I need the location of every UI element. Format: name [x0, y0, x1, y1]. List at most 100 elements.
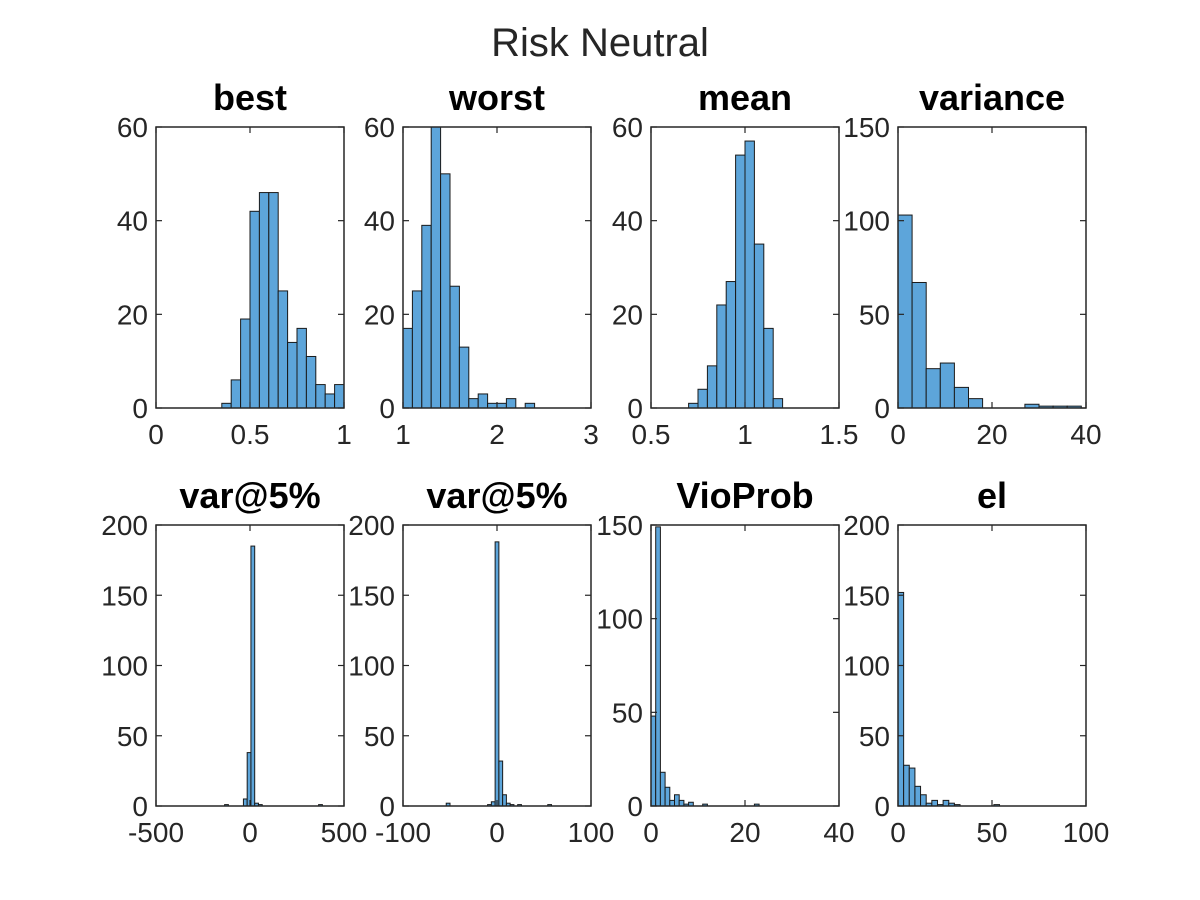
histogram-bar	[477, 393, 489, 409]
x-tick-label: 20	[976, 419, 1007, 450]
histogram-bar	[931, 799, 938, 807]
y-tick-label: 0	[132, 393, 148, 424]
y-tick-label: 50	[364, 721, 395, 752]
y-tick-label: 0	[379, 791, 395, 822]
histogram-bar	[903, 764, 910, 807]
histogram-bar	[315, 384, 326, 409]
y-tick-label: 150	[101, 580, 148, 611]
y-tick-label: 100	[843, 206, 890, 237]
y-tick-label: 100	[596, 604, 643, 635]
histogram-bar	[268, 192, 279, 409]
x-tick-label: 1	[336, 419, 352, 450]
y-tick-label: 60	[364, 112, 395, 143]
histogram-bar	[296, 327, 307, 409]
y-tick-label: 40	[612, 206, 643, 237]
x-tick-label: 0	[890, 817, 906, 848]
histogram-bar	[772, 398, 784, 409]
histogram-bar	[250, 545, 256, 807]
subplot-4: 0 20 40 0 50 100 150 variance	[843, 77, 1101, 450]
y-tick-label: 150	[843, 112, 890, 143]
y-tick-label: 0	[627, 393, 643, 424]
y-tick-label: 50	[612, 697, 643, 728]
histogram-bar	[287, 341, 298, 409]
histogram-bar	[449, 285, 460, 409]
y-tick-label: 0	[627, 791, 643, 822]
histogram-bar	[920, 794, 927, 807]
y-tick-label: 60	[612, 112, 643, 143]
histogram-bar	[334, 384, 345, 409]
axes-box	[650, 524, 840, 807]
histogram-bar	[744, 140, 755, 409]
histogram-bar	[430, 126, 442, 409]
figure-title: Risk Neutral	[491, 21, 709, 65]
histogram-bar	[502, 794, 507, 807]
y-tick-label: 100	[843, 651, 890, 682]
subplot-3: 0.5 1 1.5 0 20 40 60 mean	[612, 77, 859, 450]
y-tick-label: 150	[348, 580, 395, 611]
y-tick-label: 200	[348, 510, 395, 541]
x-tick-label: 100	[1063, 817, 1110, 848]
histogram-bar	[246, 752, 252, 807]
histogram-bar	[655, 526, 661, 807]
x-tick-label: 100	[568, 817, 615, 848]
y-tick-label: 100	[101, 651, 148, 682]
y-tick-label: 50	[859, 299, 890, 330]
subplot-title: mean	[698, 77, 792, 118]
histogram-bar	[494, 541, 500, 807]
subplot-8: 0 50 100 0 50 100 150 200 el	[843, 475, 1109, 848]
x-tick-label: -100	[375, 817, 431, 848]
histogram-bar	[942, 799, 950, 807]
axes-box	[897, 524, 1087, 807]
y-tick-label: 150	[596, 510, 643, 541]
histogram-bar	[421, 224, 432, 409]
histogram-bar	[925, 368, 941, 409]
y-tick-label: 50	[859, 721, 890, 752]
histogram-bar	[277, 290, 289, 409]
subplot-title: VioProb	[676, 475, 813, 516]
histogram-bar	[914, 785, 922, 807]
histogram-bar	[458, 346, 470, 409]
x-tick-label: 1	[395, 419, 411, 450]
histogram-bar	[939, 362, 955, 409]
y-tick-label: 100	[348, 651, 395, 682]
y-tick-label: 200	[843, 510, 890, 541]
histogram-bar	[908, 767, 916, 807]
histogram-bar	[324, 393, 336, 409]
subplot-2: 1 2 3 0 20 40 60 worst	[364, 77, 599, 450]
histogram-bar	[697, 388, 708, 409]
y-tick-label: 50	[117, 721, 148, 752]
x-tick-label: 40	[1070, 419, 1101, 450]
x-tick-label: 40	[823, 817, 854, 848]
x-tick-label: 2	[489, 419, 505, 450]
histogram-bar	[468, 398, 479, 409]
histogram-bar	[735, 154, 746, 409]
histogram-bar	[678, 799, 685, 807]
x-tick-label: 500	[321, 817, 368, 848]
subplot-title: el	[977, 475, 1007, 516]
subplot-title: var@5%	[426, 475, 567, 516]
subplot-title: variance	[919, 77, 1065, 118]
y-tick-label: 150	[843, 580, 890, 611]
histogram-bar	[230, 379, 242, 409]
subplot-title: worst	[448, 77, 545, 118]
histogram-bar	[411, 290, 423, 409]
x-tick-label: 20	[729, 817, 760, 848]
y-tick-label: 0	[379, 393, 395, 424]
subplot-1: 0 0.5 1 0 20 40 60 best	[117, 77, 352, 450]
histogram-bar	[953, 386, 970, 409]
y-tick-label: 20	[612, 299, 643, 330]
x-tick-label: 1	[737, 419, 753, 450]
histogram-bar	[911, 281, 927, 409]
x-tick-label: 0	[242, 817, 258, 848]
histogram-bar	[402, 327, 413, 409]
subplot-title: best	[213, 77, 287, 118]
x-tick-label: 1.5	[820, 419, 859, 450]
subplot-7: 0 20 40 0 50 100 150 VioProb	[596, 475, 854, 848]
x-tick-label: -500	[128, 817, 184, 848]
y-tick-label: 0	[132, 791, 148, 822]
histogram-bar	[716, 304, 727, 409]
y-tick-label: 20	[117, 299, 148, 330]
histogram-bar	[659, 771, 666, 807]
